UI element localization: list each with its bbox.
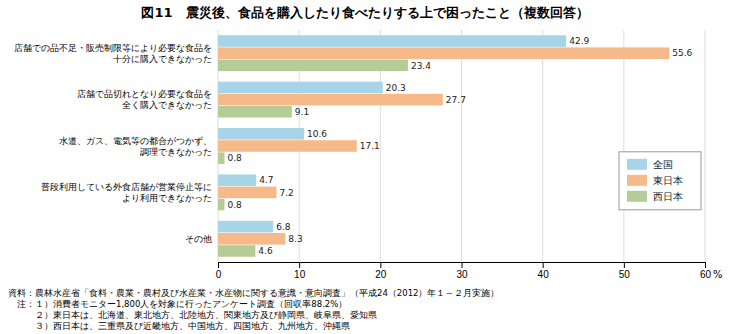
y-tick-label: 水道、ガス、電気等の都合がつかず、調理できなかった (59, 136, 212, 157)
bar (218, 187, 276, 199)
x-tick-mark (462, 262, 463, 268)
y-tick-label: 店舗での品不足・販売制限等により必要な食品を十分に購入できなかった (14, 43, 212, 64)
y-tick-label: その他 (185, 234, 212, 244)
grid (218, 30, 705, 262)
bars (218, 35, 669, 257)
bar (218, 233, 285, 245)
legend-swatch (627, 191, 647, 202)
x-tick: 40 (538, 262, 550, 280)
data-label: 42.9 (569, 36, 589, 46)
footnote-line: 注：１）消費者モニター1,800人を対象に行ったアンケート調査（回収率88.2%… (8, 299, 347, 309)
x-tick: 20 (375, 262, 387, 280)
footnote-line: ２）東日本は、北海道、東北地方、北陸地方、関東地方及び静岡県、岐阜県、愛知県 (8, 310, 377, 320)
legend-label: 東日本 (653, 175, 683, 186)
legend-label: 西日本 (653, 191, 683, 202)
y-tick-label: 普段利用している外食店舗が営業停止等により利用できなかった (41, 182, 212, 203)
x-tick-mark (218, 262, 219, 268)
bar (218, 221, 273, 233)
data-label: 0.8 (227, 153, 242, 163)
x-tick: 0 (216, 262, 222, 280)
grid-line (623, 30, 624, 262)
data-label: 23.4 (411, 61, 431, 71)
data-label: 6.8 (276, 222, 291, 232)
data-label: 10.6 (307, 129, 327, 139)
plot: 42.9 20.3 10.6 4.7 6.8 55.6 27.7 17.1 7.2 8.3 23.4… (14, 30, 723, 280)
y-tick: 店舗で品切れとなり必要な食品を全く購入できなかった (77, 89, 218, 110)
x-tick-mark (624, 262, 625, 268)
data-label: 17.1 (360, 141, 380, 151)
data-label: 4.7 (259, 175, 273, 185)
grid-line (461, 30, 462, 262)
x-axis: 0 10 20 30 40 50 60 (216, 262, 712, 280)
footnote-line: ３）西日本は、三重県及び近畿地方、中国地方、四国地方、九州地方、沖縄県 (8, 321, 350, 331)
legend: 全国東日本西日本 (619, 152, 701, 210)
bar (218, 152, 224, 164)
x-axis-line (219, 263, 706, 269)
legend-label: 全国 (653, 159, 673, 170)
y-axis: 店舗での品不足・販売制限等により必要な食品を十分に購入できなかった店舗で品切れと… (14, 43, 218, 244)
bar (218, 106, 292, 118)
x-tick-label: 0 (216, 269, 222, 280)
data-labels: 42.9 20.3 10.6 4.7 6.8 55.6 27.7 17.1 7.2 8.3 23.4… (227, 36, 692, 256)
data-label: 0.8 (227, 200, 242, 210)
x-axis-label: % (713, 269, 723, 280)
footnote: 資料：農林水産省「食料・農業・農村及び水産業・水産物に関する意識・意向調査」（平… (8, 288, 499, 331)
x-tick: 50 (619, 262, 631, 280)
bar (218, 245, 255, 257)
x-tick: 60 (700, 262, 712, 280)
bar (218, 94, 443, 106)
chart: 図11 震災後、食品を購入したり食べたりする上で困ったこと（複数回答） 42.9 2… (0, 0, 730, 334)
bar (218, 128, 304, 140)
x-tick-label: 30 (456, 269, 468, 280)
bar (218, 47, 669, 59)
x-tick-label: 60 (700, 269, 712, 280)
data-label: 27.7 (446, 95, 466, 105)
data-label: 7.2 (279, 188, 293, 198)
y-tick: 水道、ガス、電気等の都合がつかず、調理できなかった (59, 136, 218, 157)
legend-swatch (627, 159, 647, 170)
y-tick: 店舗での品不足・販売制限等により必要な食品を十分に購入できなかった (14, 43, 218, 64)
x-tick-label: 10 (294, 269, 306, 280)
x-tick-mark (705, 262, 706, 268)
grid-line (542, 30, 543, 262)
x-tick-label: 50 (619, 269, 631, 280)
y-tick-label: 店舗で品切れとなり必要な食品を全く購入できなかった (77, 89, 212, 110)
x-tick-mark (380, 262, 381, 268)
title: 図11 震災後、食品を購入したり食べたりする上で困ったこと（複数回答） (141, 5, 588, 20)
y-tick: 普段利用している外食店舗が営業停止等により利用できなかった (41, 182, 218, 203)
bar (218, 140, 357, 152)
data-label: 20.3 (386, 83, 406, 93)
data-label: 55.6 (672, 48, 692, 58)
grid-line (705, 30, 706, 262)
data-label: 9.1 (295, 107, 309, 117)
x-tick-mark (299, 262, 300, 268)
bar (218, 199, 224, 211)
data-label: 4.6 (258, 246, 273, 256)
x-tick-label: 40 (538, 269, 550, 280)
x-tick-mark (543, 262, 544, 268)
data-label: 8.3 (288, 234, 302, 244)
legend-swatch (627, 175, 647, 186)
x-tick: 10 (294, 262, 306, 280)
bar (218, 35, 566, 47)
bar (218, 174, 256, 186)
y-tick: その他 (185, 234, 218, 244)
legend-item: 西日本 (627, 191, 683, 203)
x-tick: 30 (456, 262, 468, 280)
legend-frame (619, 152, 701, 210)
footnote-line: 資料：農林水産省「食料・農業・農村及び水産業・水産物に関する意識・意向調査」（平… (8, 288, 499, 298)
legend-item: 全国 (627, 159, 673, 171)
x-tick-label: 20 (375, 269, 387, 280)
legend-item: 東日本 (627, 175, 683, 187)
bar (218, 82, 383, 94)
bar (218, 60, 408, 72)
